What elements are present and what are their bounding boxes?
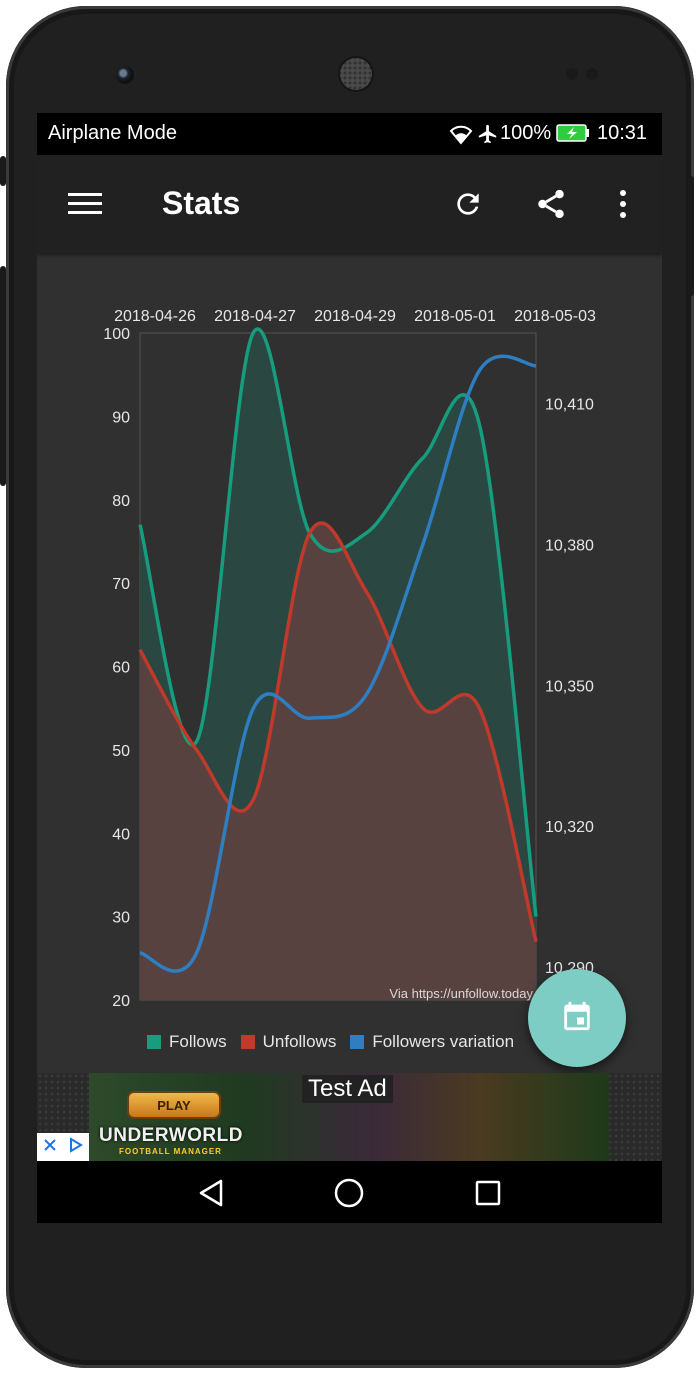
y-right-tick-label: 10,380	[545, 537, 594, 554]
refresh-icon[interactable]	[443, 179, 493, 229]
calendar-icon	[560, 998, 594, 1038]
stats-chart: 2018-04-26 2018-04-27 2018-04-29 2018-05-01…	[37, 253, 662, 1073]
chart-legend: Follows Unfollows Followers variation	[147, 1029, 514, 1055]
clock: 10:31	[597, 122, 648, 144]
wifi-icon	[449, 123, 473, 149]
more-vert-icon[interactable]	[598, 179, 648, 229]
chart-watermark: Via https://unfollow.today	[389, 986, 533, 1001]
y-left-tick-label: 30	[112, 910, 130, 927]
proximity-sensor	[566, 68, 578, 80]
recents-icon[interactable]	[466, 1171, 510, 1215]
home-icon[interactable]	[327, 1171, 371, 1215]
x-tick-label: 2018-04-27	[214, 308, 296, 325]
menu-icon[interactable]	[60, 179, 110, 229]
navigation-bar	[37, 1161, 662, 1223]
x-tick-label: 2018-04-29	[314, 308, 396, 325]
ad-play-button[interactable]: PLAY	[129, 1093, 219, 1117]
back-icon[interactable]	[189, 1171, 233, 1215]
battery-charging-icon	[556, 124, 590, 146]
y-left-tick-label: 100	[103, 326, 130, 343]
series-line	[139, 354, 537, 973]
ad-subbrand: FOOTBALL MANAGER	[119, 1147, 222, 1156]
page-title: Stats	[162, 185, 241, 221]
y-left-tick-label: 70	[112, 576, 130, 593]
legend-swatch	[350, 1035, 365, 1049]
network-status: Airplane Mode	[48, 122, 177, 144]
ad-image[interactable]: PLAY UNDERWORLD FOOTBALL MANAGER Test Ad	[89, 1073, 609, 1161]
close-icon[interactable]	[42, 1137, 58, 1157]
app-bar: Stats	[37, 155, 662, 253]
legend-label: Followers variation	[372, 1032, 515, 1051]
y-right-tick-label: 10,410	[545, 396, 594, 413]
y-left-tick-label: 90	[112, 409, 130, 426]
ad-choices[interactable]	[37, 1133, 89, 1161]
front-camera	[116, 66, 134, 84]
proximity-sensor	[586, 68, 598, 80]
legend-item: Follows	[147, 1032, 227, 1052]
legend-swatch	[147, 1035, 161, 1049]
y-right-tick-label: 10,320	[545, 819, 594, 836]
x-tick-label: 2018-05-01	[414, 308, 496, 325]
share-icon[interactable]	[526, 179, 576, 229]
earpiece-speaker	[340, 58, 372, 90]
y-right-tick-label: 10,350	[545, 678, 594, 695]
y-left-tick-label: 20	[112, 993, 130, 1010]
y-left-tick-label: 60	[112, 660, 130, 677]
ad-brand: UNDERWORLD	[99, 1125, 243, 1146]
phone-side-button	[688, 176, 694, 296]
battery-percent: 100%	[500, 122, 552, 144]
status-bar: Airplane Mode 100% 10:31	[37, 113, 662, 155]
adchoices-icon[interactable]	[68, 1137, 84, 1157]
y-left-tick-label: 50	[112, 743, 130, 760]
y-left-tick-label: 80	[112, 493, 130, 510]
phone-side-button	[0, 266, 6, 486]
screen: Airplane Mode 100% 10:31 Stats 2018-04	[37, 113, 662, 1223]
series-line	[138, 521, 538, 943]
y-left-tick-label: 40	[112, 826, 130, 843]
phone-side-button	[0, 156, 6, 186]
legend-item: Followers variation	[350, 1032, 514, 1052]
series-line	[138, 327, 538, 917]
airplane-icon	[477, 122, 499, 150]
chart-svg: 2018-04-26 2018-04-27 2018-04-29 2018-05-01…	[103, 308, 596, 1010]
x-tick-label: 2018-05-03	[514, 308, 596, 325]
series-area	[140, 523, 536, 1000]
legend-label: Unfollows	[262, 1032, 337, 1051]
ad-banner[interactable]: PLAY UNDERWORLD FOOTBALL MANAGER Test Ad	[37, 1073, 662, 1161]
ad-label: Test Ad	[302, 1075, 393, 1103]
calendar-fab-button[interactable]	[528, 969, 626, 1067]
legend-item: Unfollows	[240, 1032, 337, 1052]
legend-swatch	[240, 1035, 255, 1049]
legend-label: Follows	[169, 1032, 227, 1051]
x-tick-label: 2018-04-26	[114, 308, 196, 325]
